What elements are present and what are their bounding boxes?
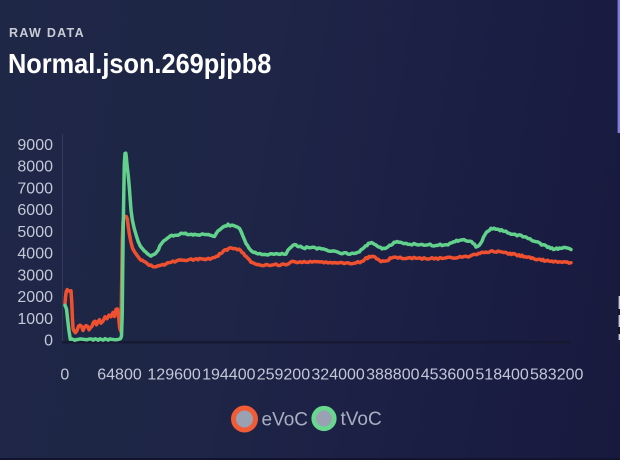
- svg-text:518400: 518400: [475, 367, 528, 384]
- svg-text:388800: 388800: [366, 367, 419, 384]
- svg-text:324000: 324000: [311, 367, 364, 384]
- svg-text:453600: 453600: [421, 367, 474, 384]
- svg-text:64800: 64800: [97, 367, 142, 384]
- svg-text:9000: 9000: [17, 137, 53, 154]
- svg-text:3000: 3000: [17, 267, 53, 284]
- svg-text:5000: 5000: [17, 224, 53, 241]
- svg-text:eVoC: eVoC: [262, 410, 308, 431]
- svg-text:194400: 194400: [202, 367, 255, 384]
- svg-text:583200: 583200: [530, 367, 583, 384]
- svg-text:1000: 1000: [17, 311, 53, 328]
- svg-text:tVoC: tVoC: [341, 409, 382, 430]
- svg-text:4000: 4000: [17, 246, 53, 263]
- svg-text:0: 0: [60, 367, 69, 384]
- svg-text:0: 0: [44, 333, 53, 350]
- svg-text:8000: 8000: [17, 159, 53, 176]
- svg-text:7000: 7000: [17, 180, 53, 197]
- svg-text:2000: 2000: [17, 289, 53, 306]
- svg-text:129600: 129600: [147, 367, 200, 384]
- svg-text:259200: 259200: [257, 367, 310, 384]
- svg-text:6000: 6000: [17, 202, 53, 219]
